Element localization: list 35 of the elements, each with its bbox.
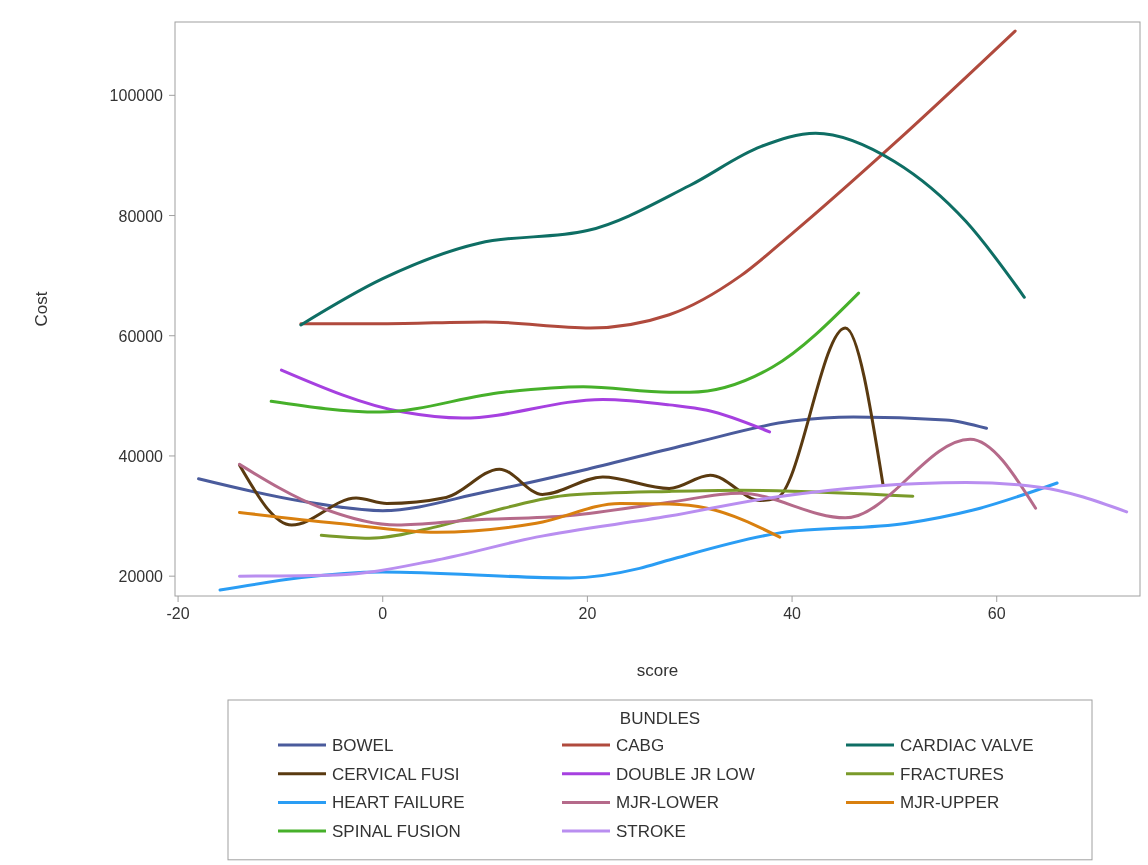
legend-label: CARDIAC VALVE <box>900 736 1034 755</box>
line-series <box>237 480 1129 578</box>
legend-label: MJR-UPPER <box>900 793 1000 813</box>
y-tick-label: 100000 <box>109 87 164 105</box>
line-series <box>237 501 782 539</box>
y-tick-label: 80000 <box>118 207 164 225</box>
line-series <box>269 291 861 414</box>
line-series <box>279 368 772 434</box>
line-series <box>218 481 1059 592</box>
y-tick-label: 40000 <box>118 447 164 465</box>
legend-label: MJR-LOWER <box>616 793 719 813</box>
x-axis-title: score <box>636 661 679 680</box>
legend-title: BUNDLES <box>619 709 701 728</box>
legend-label: DOUBLE JR LOW <box>616 764 755 784</box>
line-series <box>237 326 885 527</box>
y-axis-title: Cost <box>32 291 51 327</box>
legend-label: SPINAL FUSION <box>332 822 461 842</box>
line-series <box>197 415 988 513</box>
legend-label: CABG <box>616 736 665 755</box>
legend-label: CERVICAL FUSI <box>332 764 460 784</box>
x-tick-label: 20 <box>578 605 597 622</box>
legend-label: STROKE <box>616 822 686 842</box>
x-tick-label: 0 <box>378 605 388 622</box>
y-tick-label: 60000 <box>118 327 164 345</box>
line-series <box>237 437 1038 527</box>
x-tick-label: 40 <box>783 605 802 622</box>
line-series <box>319 488 915 540</box>
legend-label: HEART FAILURE <box>332 793 465 813</box>
legend-label: FRACTURES <box>900 764 1004 784</box>
x-tick-label: -20 <box>166 605 190 622</box>
line-series <box>299 131 1026 327</box>
legend-label: BOWEL <box>332 736 394 755</box>
y-tick-label: 20000 <box>118 568 164 586</box>
line-series <box>299 29 1017 330</box>
x-tick-label: 60 <box>987 605 1006 622</box>
